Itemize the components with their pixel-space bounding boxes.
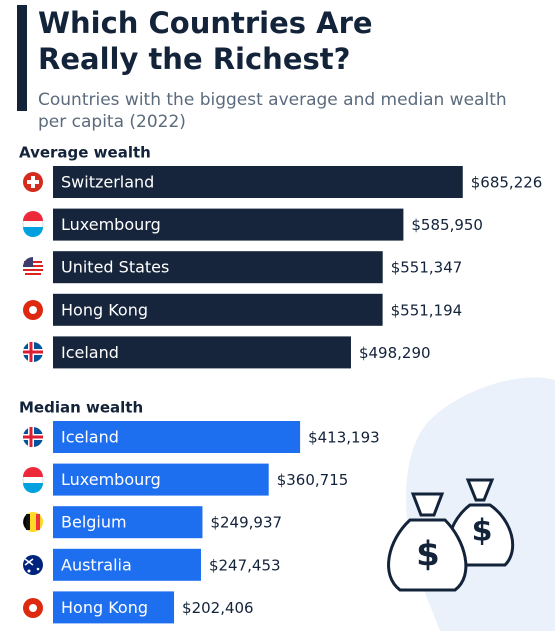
category-label: United States: [61, 258, 169, 277]
value-label: $551,347: [391, 259, 463, 277]
bar: [53, 251, 383, 284]
svg-text:$: $: [416, 535, 440, 575]
bar: [53, 463, 269, 496]
value-label: $249,937: [210, 514, 282, 532]
value-label: $360,715: [277, 471, 349, 489]
category-label: Hong Kong: [61, 300, 148, 319]
value-label: $685,226: [471, 174, 543, 192]
category-label: Belgium: [61, 513, 127, 532]
category-label: Luxembourg: [61, 470, 161, 489]
category-label: Switzerland: [61, 173, 154, 192]
category-label: Iceland: [61, 343, 119, 362]
value-label: $247,453: [209, 556, 281, 574]
category-label: Hong Kong: [61, 598, 148, 617]
category-label: Australia: [61, 555, 132, 574]
bar: [53, 208, 404, 241]
money-bags: $ $: [387, 478, 515, 592]
value-label: $498,290: [359, 344, 431, 362]
bar: [53, 293, 383, 326]
bar: [53, 336, 351, 369]
section-title: Median wealth: [19, 399, 143, 417]
bar: [53, 548, 201, 581]
bar: [53, 591, 175, 624]
flags: [22, 172, 44, 618]
subtitle-line: Countries with the biggest average and m…: [38, 90, 507, 110]
subtitle-line: per capita (2022): [38, 112, 186, 132]
category-label: Iceland: [61, 428, 119, 447]
bar: [53, 506, 203, 539]
value-label: $202,406: [182, 599, 254, 617]
category-label: Luxembourg: [61, 215, 161, 234]
bar: [53, 421, 301, 453]
accent-bar: [17, 5, 27, 111]
title-line: Really the Richest?: [38, 42, 350, 76]
section-title: Average wealth: [19, 144, 151, 162]
title-line: Which Countries Are: [38, 6, 373, 40]
value-label: $551,194: [391, 301, 463, 319]
bar: [53, 166, 463, 198]
value-label: $413,193: [308, 429, 380, 447]
svg-text:$: $: [472, 514, 493, 549]
value-label: $585,950: [411, 216, 483, 234]
